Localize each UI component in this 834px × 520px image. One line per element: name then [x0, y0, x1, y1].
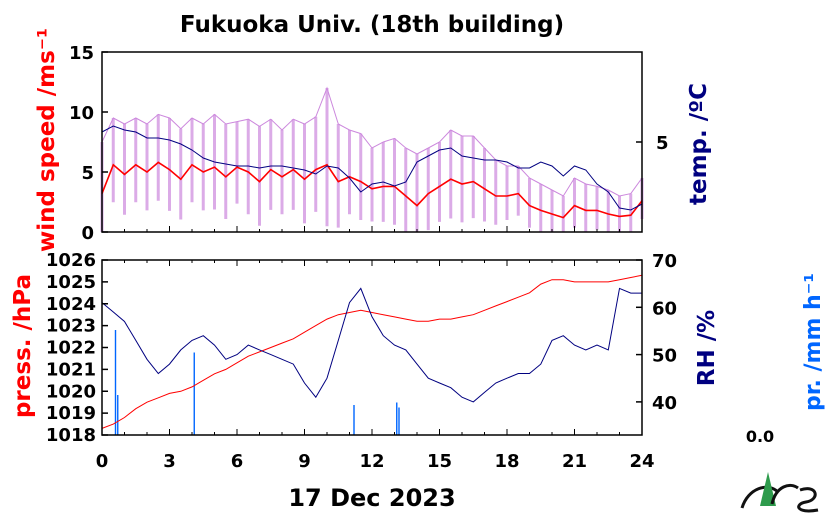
x-axis-date-label: 17 Dec 2023 — [288, 484, 455, 512]
x-tick-label: 24 — [629, 451, 654, 472]
top-panel: 0 5 10 15 5 wind speed /ms⁻¹ temp. /ºC — [34, 28, 712, 252]
wind-gust-line — [101, 86, 643, 197]
x-tick-label: 0 — [96, 451, 109, 472]
wind-tick-label: 5 — [81, 163, 94, 184]
wind-tick-label: 10 — [69, 103, 94, 124]
temperature-axis-label: temp. /ºC — [686, 83, 712, 205]
wind-speed-axis-label: wind speed /ms⁻¹ — [34, 28, 60, 252]
pressure-tick-label: 1025 — [46, 272, 96, 293]
humidity-tick-label: 50 — [652, 346, 677, 367]
humidity-line — [101, 287, 642, 403]
pressure-line — [101, 274, 643, 429]
x-tick-label: 3 — [163, 451, 176, 472]
pressure-tick-label: 1020 — [46, 381, 96, 402]
temperature-line — [101, 125, 643, 211]
pressure-tick-label: 1021 — [46, 359, 96, 380]
pressure-tick-label: 1022 — [46, 338, 96, 359]
chart-title: Fukuoka Univ. (18th building) — [180, 12, 564, 38]
pressure-axis-label: press. /hPa — [10, 274, 36, 418]
precipitation-scale-value: 0.0 — [746, 427, 774, 446]
wind-tick-label: 15 — [69, 43, 94, 64]
humidity-tick-label: 70 — [652, 251, 677, 272]
wind-speed-line — [101, 161, 643, 219]
pressure-tick-label: 1023 — [46, 316, 96, 337]
x-tick-label: 6 — [231, 451, 244, 472]
temp-tick-label: 5 — [656, 133, 669, 154]
humidity-tick-label: 60 — [652, 298, 677, 319]
pressure-tick-label: 1018 — [46, 425, 96, 446]
pressure-tick-label: 1024 — [46, 294, 96, 315]
x-tick-label: 12 — [359, 451, 384, 472]
wind-tick-label: 0 — [81, 223, 94, 244]
pressure-tick-label: 1019 — [46, 403, 96, 424]
x-tick-label: 18 — [494, 451, 519, 472]
humidity-axis-label: RH /% — [694, 310, 720, 386]
x-tick-label: 9 — [298, 451, 311, 472]
institution-logo — [740, 472, 819, 513]
pressure-tick-label: 1026 — [46, 250, 96, 271]
precipitation-axis-label: pr. /mm h⁻¹ — [801, 273, 826, 411]
x-tick-label: 21 — [562, 451, 587, 472]
x-tick-label: 15 — [427, 451, 452, 472]
humidity-tick-label: 40 — [652, 393, 677, 414]
